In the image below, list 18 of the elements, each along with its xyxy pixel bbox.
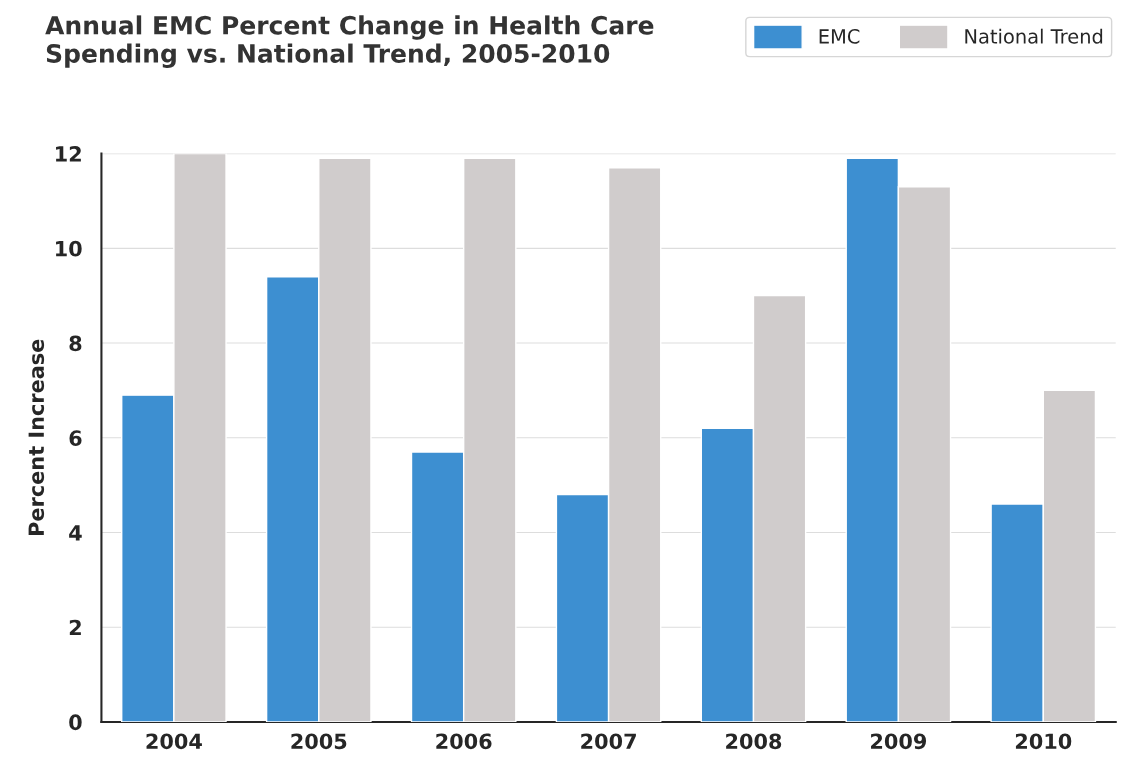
x-tick-label: 2010 xyxy=(1015,733,1072,750)
y-tick-label: 12 xyxy=(56,146,81,162)
y-tick-label: 4 xyxy=(69,525,82,541)
chart-title: Annual EMC Percent Change in Health Care Spending vs. National Trend, 2005-2010 xyxy=(45,15,654,68)
y-tick-label: 2 xyxy=(69,619,81,636)
x-tick-label: 2008 xyxy=(726,733,782,750)
x-tick-label: 2005 xyxy=(291,733,347,750)
y-tick-label: 8 xyxy=(69,335,82,352)
y-tick-label: 10 xyxy=(56,240,82,257)
x-tick-label: 2009 xyxy=(871,733,927,750)
x-tick-label: 2006 xyxy=(436,733,492,750)
x-tick-label: 2004 xyxy=(146,733,202,750)
y-tick-label: 6 xyxy=(69,430,82,446)
x-tick-label: 2007 xyxy=(581,733,636,750)
y-tick-label: 0 xyxy=(69,714,82,731)
legend-label: EMC xyxy=(819,29,860,44)
legend-label: National Trend xyxy=(965,28,1103,44)
y-axis-title: Percent Increase xyxy=(28,339,45,535)
